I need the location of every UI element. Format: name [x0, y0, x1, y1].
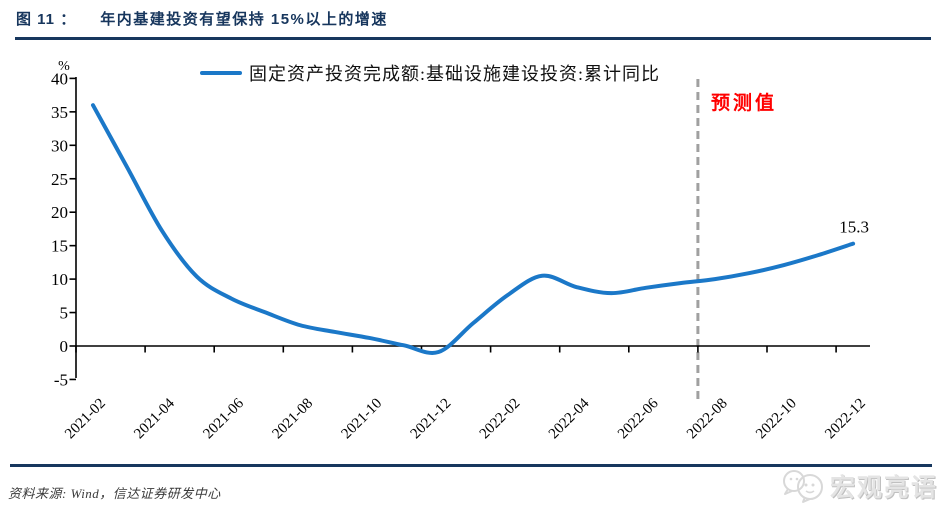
watermark: 宏观亮语	[779, 468, 938, 504]
legend-line-swatch	[200, 71, 242, 75]
x-axis-tick-label: 2021-10	[339, 396, 386, 443]
watermark-text: 宏观亮语	[829, 474, 938, 502]
x-axis-tick-label: 2021-08	[269, 396, 316, 443]
data-source-note: 资料来源: Wind，信达证券研发中心	[8, 486, 221, 501]
x-axis-tick-label: 2022-12	[822, 396, 869, 443]
x-axis-tick-label: 2022-08	[684, 396, 731, 443]
y-axis-tick-label: 10	[51, 270, 68, 289]
y-axis-tick-label: 25	[51, 170, 68, 189]
forecast-annotation: 预测值	[711, 93, 778, 114]
chat-bubbles-icon	[782, 470, 823, 503]
x-axis-tick-label: 2022-06	[615, 395, 662, 442]
y-axis-tick-label: 15	[51, 237, 68, 256]
footer-divider	[10, 464, 932, 467]
x-axis-tick-label: 2022-02	[477, 396, 524, 443]
figure-number: 图 11 ：	[16, 11, 77, 28]
y-axis-tick-label: 5	[60, 304, 69, 323]
chart-legend: 固定资产投资完成额:基础设施建设投资:累计同比	[200, 60, 660, 86]
x-axis-tick-label: 2022-10	[753, 396, 800, 443]
legend-series-label: 固定资产投资完成额:基础设施建设投资:累计同比	[249, 64, 660, 84]
y-axis-tick-label: 20	[51, 203, 68, 222]
header-divider	[15, 37, 931, 40]
y-axis-tick-label: 30	[51, 136, 68, 155]
last-point-value-label: 15.3	[839, 218, 869, 237]
y-axis-tick-label: 35	[51, 103, 68, 122]
y-axis-unit-label: %	[58, 59, 70, 74]
chart-header: 图 11 ： 年内基建投资有望保持 15%以上的增速	[16, 8, 388, 29]
x-axis-tick-label: 2021-02	[62, 396, 109, 443]
y-axis-tick-label: 0	[60, 337, 69, 356]
data-series-line	[91, 103, 856, 355]
y-axis-tick-label: -5	[54, 370, 68, 389]
y-axis-tick-label: 40	[51, 69, 68, 88]
x-axis-tick-label: 2022-04	[546, 395, 593, 442]
x-axis-tick-label: 2021-12	[408, 396, 455, 443]
x-axis-tick-label: 2021-04	[131, 395, 178, 442]
x-axis-tick-label: 2021-06	[200, 395, 247, 442]
page-title: 年内基建投资有望保持 15%以上的增速	[100, 11, 388, 28]
